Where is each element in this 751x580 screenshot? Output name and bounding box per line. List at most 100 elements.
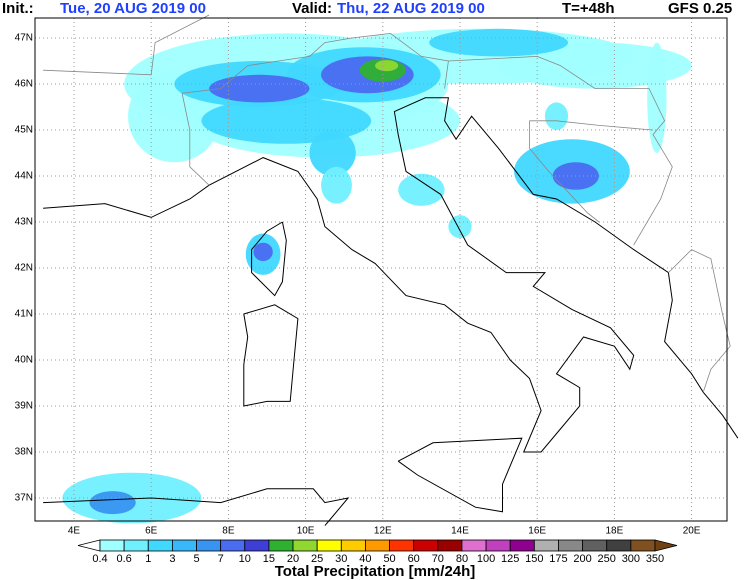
colorbar-swatch	[268, 539, 294, 552]
lat-label: 47N	[15, 33, 33, 44]
precip-area	[647, 42, 667, 153]
colorbar-swatch	[340, 539, 366, 552]
colorbar-swatch	[485, 539, 511, 552]
colorbar-swatch	[292, 539, 318, 552]
forecast-step: T=+48h	[562, 0, 615, 17]
colorbar-label: 0.4	[92, 553, 107, 565]
lat-label: 45N	[15, 125, 33, 136]
lon-label: 10E	[297, 526, 315, 537]
colorbar-label: 150	[525, 553, 543, 565]
border	[448, 55, 673, 246]
colorbar: 0.4 0.6 1 3 5 7 10 15 20 25 30 40 50 60 70 80 100 125 150 1…	[77, 539, 678, 565]
coastline	[43, 97, 739, 453]
lon-label: 4E	[68, 526, 81, 537]
colorbar-swatch	[123, 539, 149, 552]
lat-label: 38N	[15, 447, 33, 458]
colorbar-swatch	[147, 539, 173, 552]
colorbar-label: 20	[287, 553, 299, 565]
precip-area	[253, 242, 273, 262]
map-frame	[34, 17, 728, 522]
border	[529, 120, 654, 131]
border	[529, 120, 600, 223]
colorbar-label: 25	[311, 553, 323, 565]
colorbar-label: 50	[383, 553, 395, 565]
colorbar-swatch	[509, 539, 535, 552]
colorbar-arrow	[654, 539, 678, 552]
lat-label: 42N	[15, 263, 33, 274]
colorbar-label: 200	[573, 553, 591, 565]
lon-label: 20E	[683, 526, 701, 537]
lon-label: 14E	[451, 526, 469, 537]
precip-area	[309, 130, 356, 176]
colorbar-swatch	[244, 539, 270, 552]
precipitation-layer	[62, 28, 692, 524]
colorbar-label: 30	[335, 553, 347, 565]
axis-labels: 47N 46N 45N 44N 43N 42N 41N 40N 39N 38N 37N 4E 6E 8E 1…	[15, 33, 701, 537]
colorbar-swatch	[220, 539, 246, 552]
colorbar-swatch	[316, 539, 342, 552]
colorbar-swatch	[630, 539, 656, 552]
colorbar-swatch	[582, 539, 608, 552]
colorbar-label: 100	[477, 553, 495, 565]
precip-area	[375, 60, 399, 72]
lon-label: 16E	[528, 526, 546, 537]
coastline	[397, 437, 523, 513]
colorbar-swatch	[196, 539, 222, 552]
lat-label: 46N	[15, 79, 33, 90]
colorbar-label: 80	[456, 553, 468, 565]
precip-area	[498, 42, 692, 89]
init-date: Tue, 20 AUG 2019 00	[60, 0, 206, 17]
colorbar-swatch	[533, 539, 559, 552]
colorbar-swatch	[437, 539, 463, 552]
colorbar-label: 7	[218, 553, 224, 565]
colorbar-title: Total Precipitation [mm/24h]	[275, 563, 476, 580]
lat-label: 44N	[15, 171, 33, 182]
coastline	[251, 221, 287, 297]
precip-area	[544, 102, 569, 130]
colorbar-label: 5	[193, 553, 199, 565]
coastline	[243, 304, 299, 407]
precip-area	[321, 166, 352, 204]
grid-layer	[35, 18, 727, 521]
colorbar-label: 175	[549, 553, 567, 565]
border	[668, 249, 731, 393]
colorbar-label: 125	[501, 553, 519, 565]
valid-label: Valid:	[292, 0, 332, 17]
border	[43, 14, 210, 76]
lon-label: 6E	[145, 526, 158, 537]
lat-label: 41N	[15, 309, 33, 320]
init-label: Init.:	[2, 0, 34, 17]
lon-label: 18E	[606, 526, 624, 537]
colorbar-label: 15	[263, 553, 275, 565]
border	[181, 32, 449, 186]
colorbar-swatch	[413, 539, 439, 552]
lon-label: 8E	[222, 526, 235, 537]
model-name: GFS 0.25	[668, 0, 732, 17]
colorbar-label: 300	[622, 553, 640, 565]
precip-area	[429, 28, 569, 57]
coastline-layer	[43, 14, 739, 526]
colorbar-label: 10	[239, 553, 251, 565]
lat-label: 39N	[15, 401, 33, 412]
lon-label: 12E	[374, 526, 392, 537]
valid-date: Thu, 22 AUG 2019 00	[337, 0, 485, 17]
colorbar-label: 350	[646, 553, 664, 565]
colorbar-label: 0.6	[116, 553, 131, 565]
colorbar-swatch	[461, 539, 487, 552]
precip-area	[89, 491, 136, 515]
colorbar-swatch	[389, 539, 415, 552]
precip-area	[209, 74, 310, 103]
colorbar-swatch	[606, 539, 632, 552]
colorbar-arrow	[77, 539, 101, 552]
colorbar-label: 250	[598, 553, 616, 565]
lat-label: 40N	[15, 355, 33, 366]
colorbar-label: 3	[169, 553, 175, 565]
lat-label: 43N	[15, 217, 33, 228]
colorbar-label: 40	[359, 553, 371, 565]
colorbar-label: 60	[408, 553, 420, 565]
colorbar-swatch	[171, 539, 197, 552]
colorbar-label: 70	[432, 553, 444, 565]
colorbar-label: 1	[145, 553, 151, 565]
